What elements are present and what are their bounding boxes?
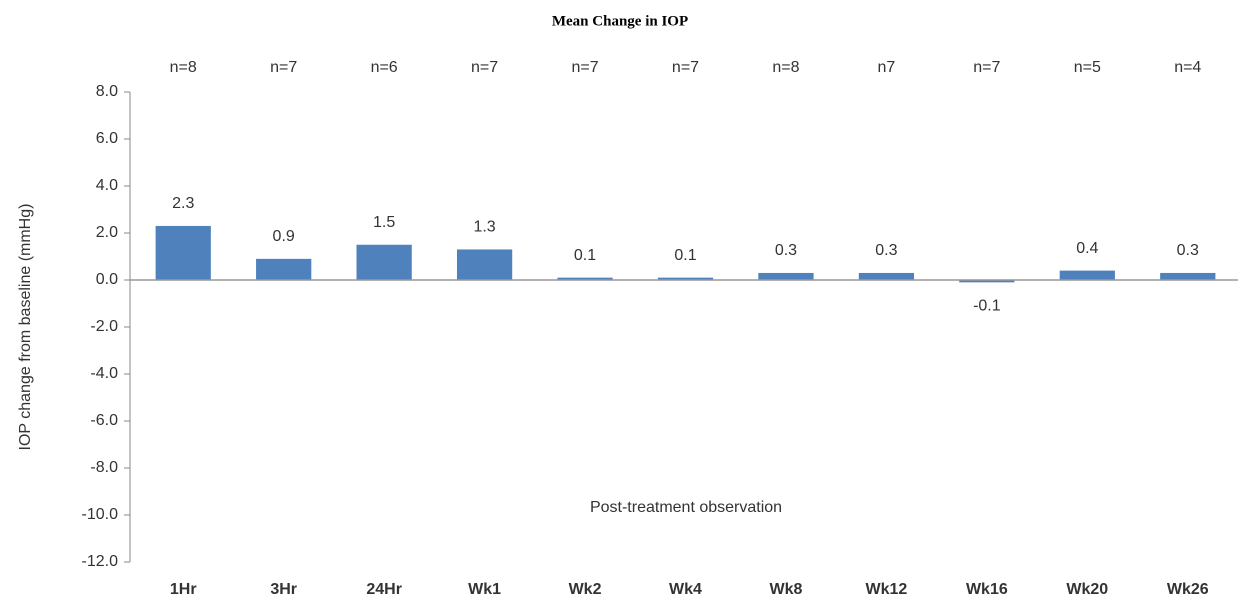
bar: [959, 280, 1015, 283]
data-label: -0.1: [973, 298, 1001, 315]
y-tick-label: -6.0: [90, 412, 118, 429]
y-tick-label: -8.0: [90, 459, 118, 476]
x-tick-label: Wk2: [569, 581, 602, 598]
sample-size: n=6: [371, 59, 398, 76]
data-label: 0.4: [1076, 240, 1098, 257]
x-tick-label: 3Hr: [270, 581, 297, 598]
y-tick-label: -2.0: [90, 318, 118, 335]
sample-size: n=7: [973, 59, 1000, 76]
data-label: 1.3: [473, 219, 495, 236]
bar: [356, 244, 412, 280]
x-tick-label: Wk12: [866, 581, 908, 598]
y-tick-label: 6.0: [96, 130, 118, 147]
sample-size: n=8: [170, 59, 197, 76]
data-label: 0.9: [273, 228, 295, 245]
y-tick-label: 2.0: [96, 224, 118, 241]
sample-size: n7: [878, 59, 896, 76]
x-tick-label: Wk4: [669, 581, 702, 598]
x-tick-label: Wk16: [966, 581, 1008, 598]
bar: [456, 249, 513, 280]
y-tick-label: -4.0: [90, 365, 118, 382]
y-tick-label: 0.0: [96, 271, 118, 288]
bar: [155, 225, 211, 280]
sample-size: n=7: [471, 59, 498, 76]
y-tick-label: -12.0: [82, 553, 119, 570]
y-tick-label: 4.0: [96, 177, 118, 194]
chart-title: Mean Change in IOP: [552, 13, 688, 29]
bar: [657, 277, 714, 280]
data-label: 0.3: [775, 242, 797, 259]
x-tick-label: Wk26: [1167, 581, 1209, 598]
sample-size: n=4: [1174, 59, 1201, 76]
x-tick-label: 1Hr: [170, 581, 197, 598]
x-axis-label: Post-treatment observation: [590, 499, 782, 516]
bar: [557, 277, 613, 280]
y-axis-label: IOP change from baseline (mmHg): [17, 204, 34, 451]
sample-size: n=8: [772, 59, 799, 76]
data-label: 2.3: [172, 195, 194, 212]
data-label: 0.1: [574, 247, 596, 264]
bar: [858, 272, 915, 280]
y-tick-label: 8.0: [96, 83, 118, 100]
x-tick-label: 24Hr: [366, 581, 402, 598]
sample-size: n=7: [672, 59, 699, 76]
bar: [758, 272, 814, 280]
x-tick-label: Wk1: [468, 581, 501, 598]
data-label: 0.1: [674, 247, 696, 264]
x-tick-label: Wk20: [1066, 581, 1108, 598]
sample-size: n=7: [571, 59, 598, 76]
bar: [1160, 272, 1216, 280]
data-label: 0.3: [1177, 242, 1199, 259]
x-tick-label: Wk8: [770, 581, 803, 598]
bar: [256, 258, 312, 280]
sample-size: n=5: [1074, 59, 1101, 76]
bar: [1059, 270, 1115, 280]
y-tick-label: -10.0: [82, 506, 119, 523]
sample-size: n=7: [270, 59, 297, 76]
data-label: 0.3: [875, 242, 897, 259]
data-label: 1.5: [373, 214, 395, 231]
